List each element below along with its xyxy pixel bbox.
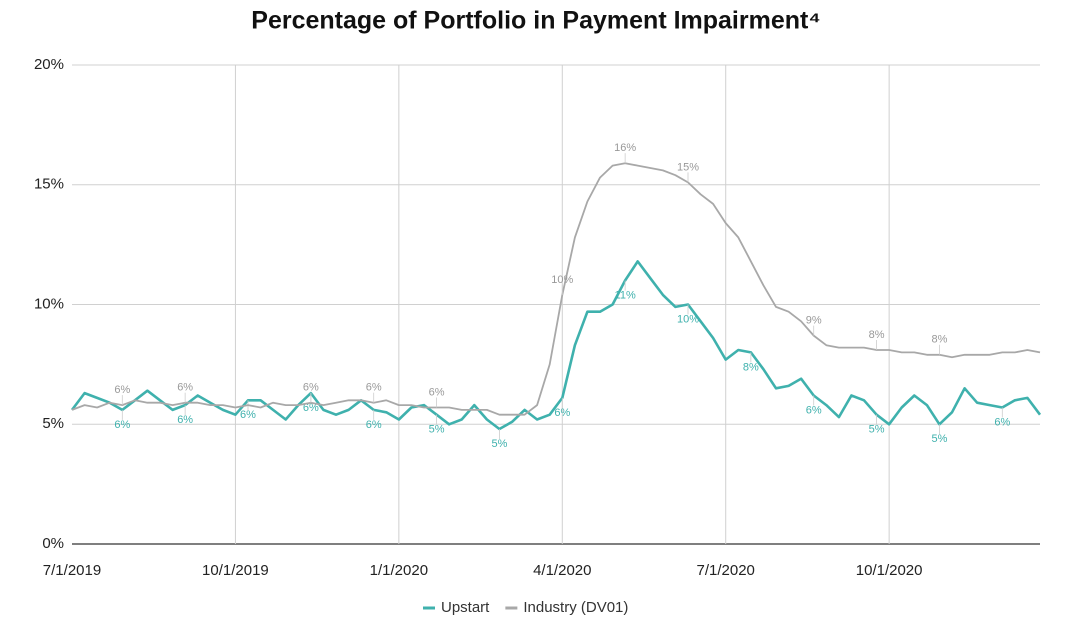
y-tick-label: 10% — [34, 295, 64, 312]
data-label: 6% — [303, 402, 319, 414]
x-tick-label: 1/1/2020 — [370, 562, 428, 579]
data-label: 15% — [677, 161, 699, 173]
y-tick-label: 5% — [42, 415, 64, 432]
chart-title: Percentage of Portfolio in Payment Impai… — [251, 7, 820, 35]
data-label: 8% — [869, 329, 885, 341]
x-tick-label: 10/1/2019 — [202, 562, 269, 579]
data-label: 10% — [677, 313, 699, 325]
data-label: 16% — [614, 142, 636, 154]
x-tick-label: 7/1/2019 — [43, 562, 101, 579]
data-label: 6% — [177, 382, 193, 394]
x-tick-label: 7/1/2020 — [697, 562, 755, 579]
data-label: 6% — [240, 409, 256, 421]
x-tick-label: 10/1/2020 — [856, 562, 923, 579]
data-label: 6% — [114, 419, 130, 431]
legend-label: Industry (DV01) — [523, 599, 628, 616]
y-tick-label: 20% — [34, 56, 64, 73]
data-label: 5% — [869, 424, 885, 436]
data-label: 6% — [554, 407, 570, 419]
data-label: 6% — [806, 404, 822, 416]
y-tick-label: 15% — [34, 176, 64, 193]
data-label: 6% — [177, 414, 193, 426]
data-label: 6% — [303, 382, 319, 394]
data-label: 11% — [615, 289, 636, 301]
data-label: 5% — [491, 438, 507, 450]
series-line — [70, 260, 1042, 431]
data-label: 10% — [551, 274, 573, 286]
data-label: 8% — [931, 334, 947, 346]
data-label: 6% — [114, 384, 130, 396]
data-label: 6% — [366, 382, 382, 394]
series-line — [71, 162, 1041, 416]
data-label: 5% — [429, 424, 445, 436]
legend-label: Upstart — [441, 599, 490, 616]
data-label: 6% — [994, 416, 1010, 428]
data-label: 6% — [429, 386, 445, 398]
data-label: 6% — [366, 419, 382, 431]
data-label: 5% — [931, 433, 947, 445]
x-tick-label: 4/1/2020 — [533, 562, 591, 579]
y-tick-label: 0% — [42, 535, 64, 552]
data-label: 8% — [743, 361, 759, 373]
data-label: 9% — [806, 315, 822, 327]
